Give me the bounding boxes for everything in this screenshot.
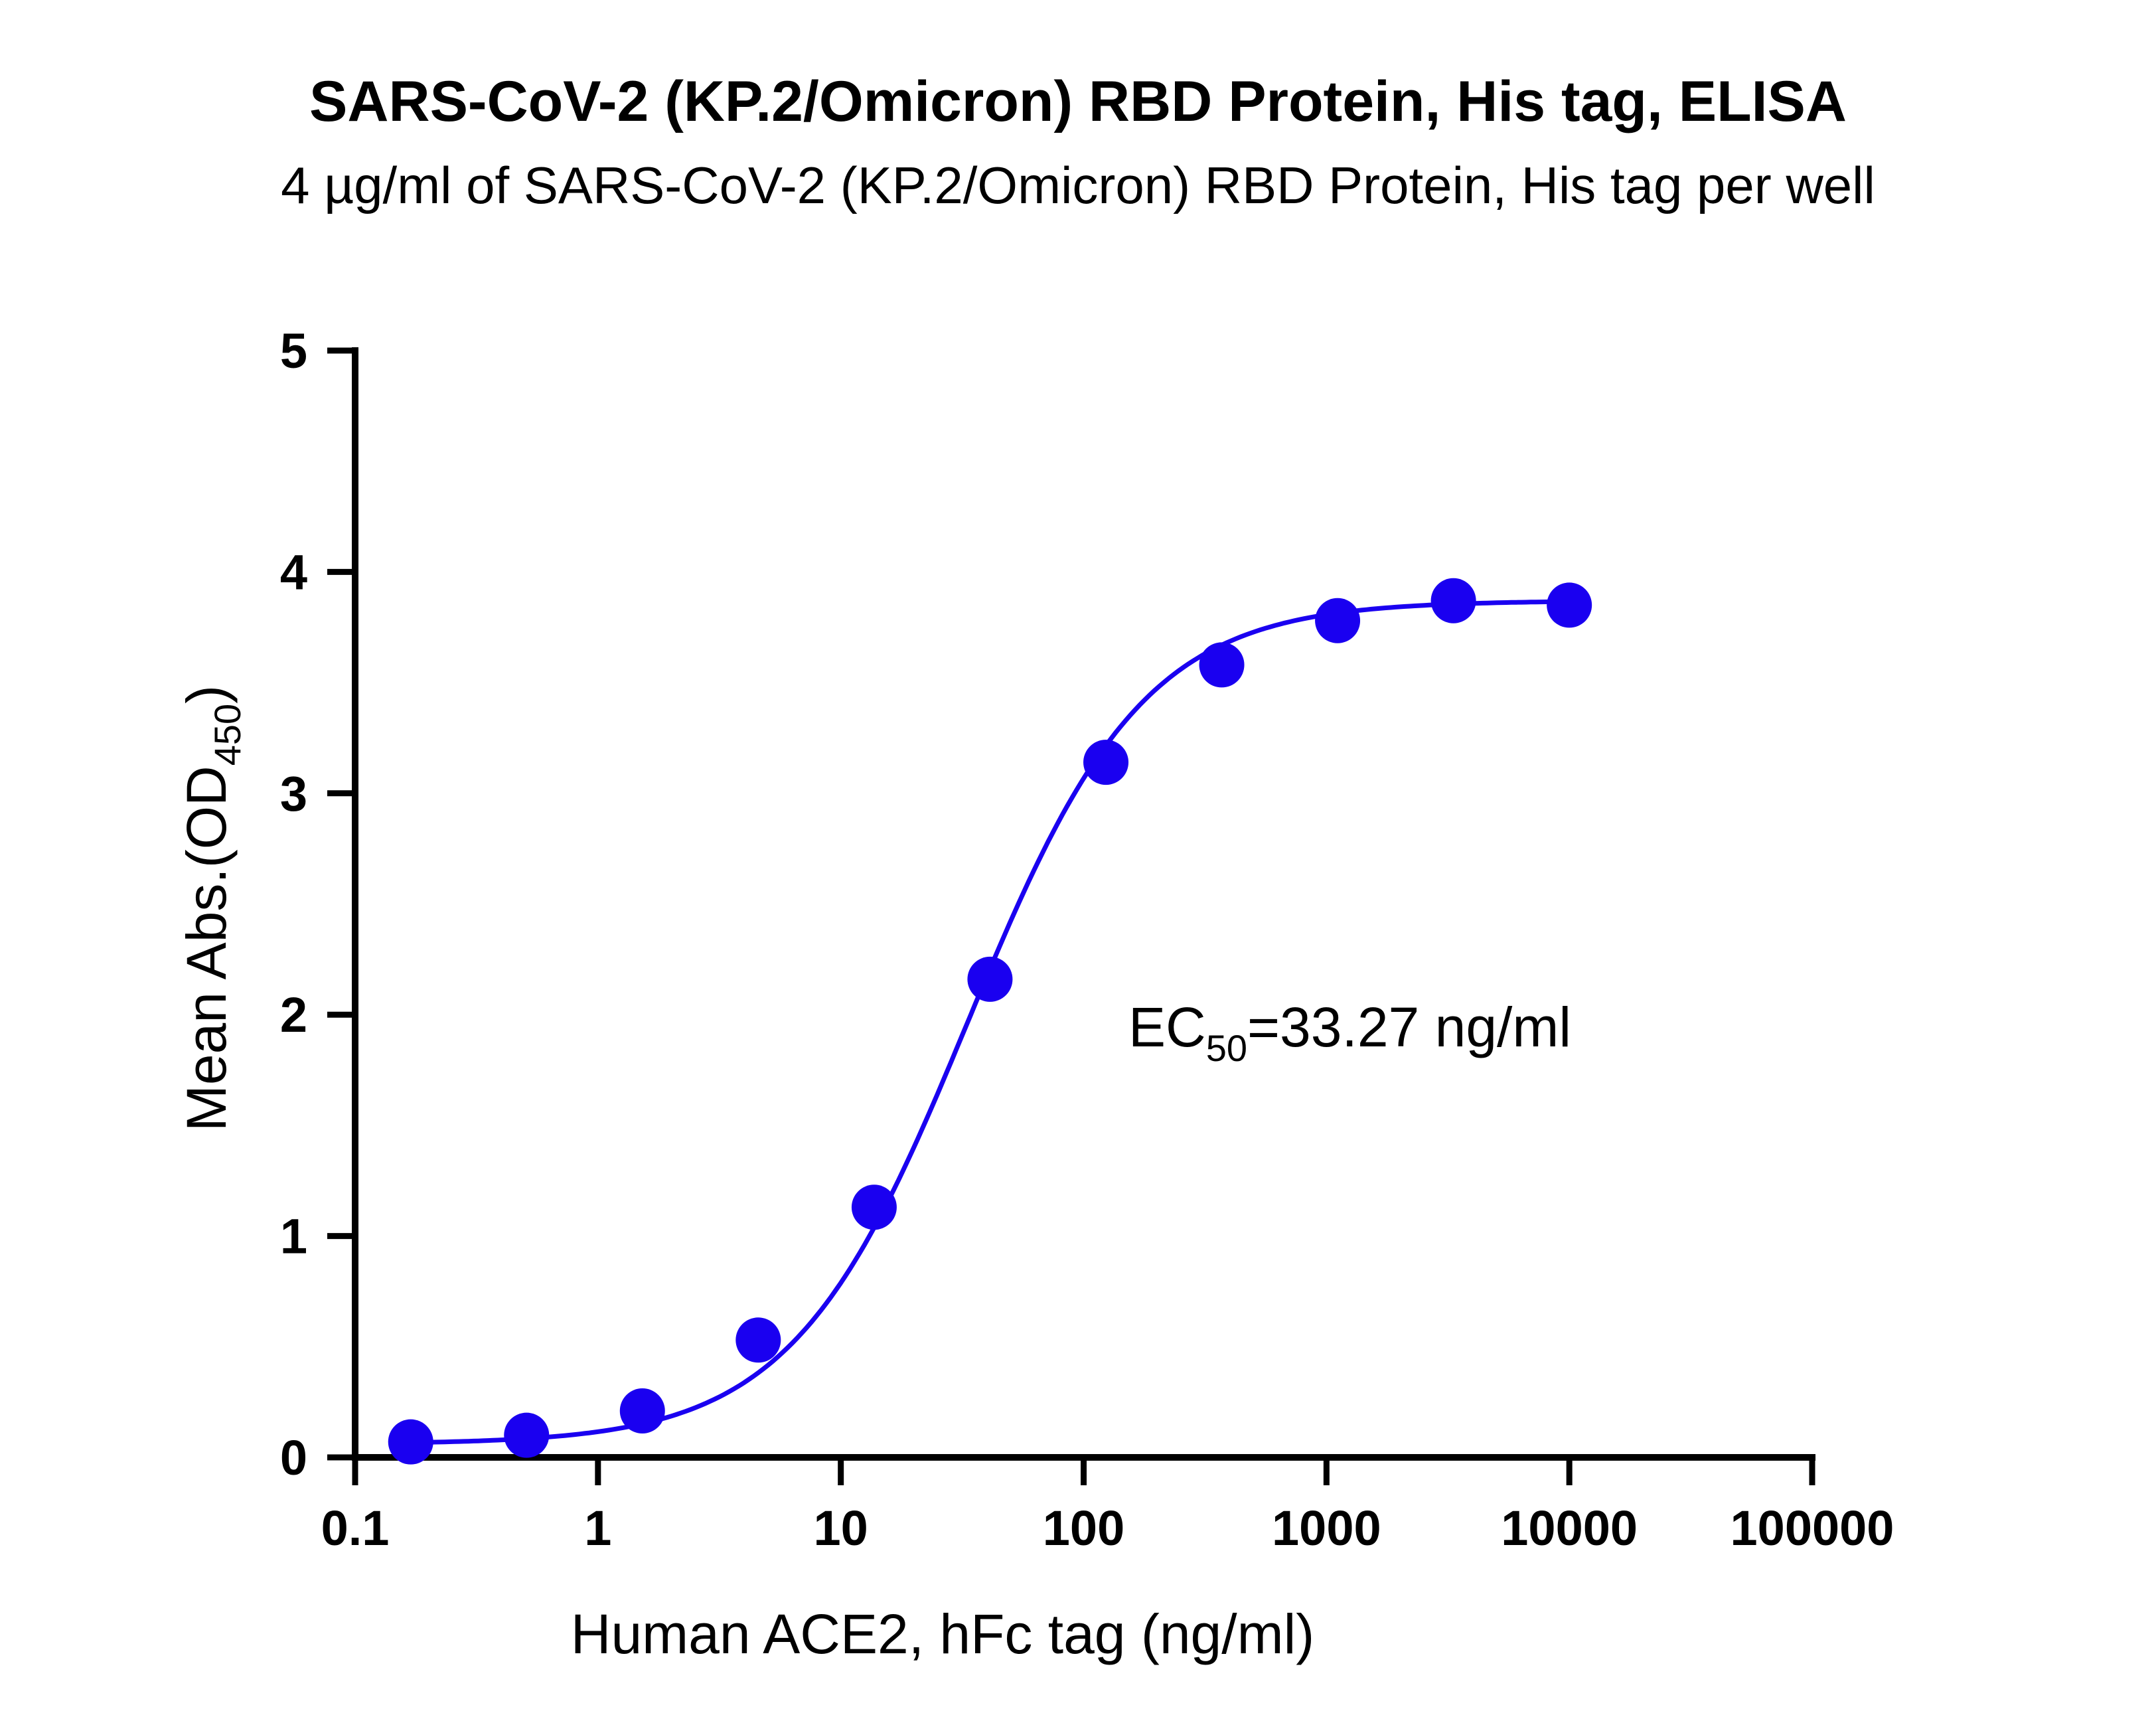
ec50-value: =33.27 ng/ml xyxy=(1247,996,1571,1058)
data-point xyxy=(967,956,1013,1002)
ec50-subscript: 50 xyxy=(1206,1027,1247,1069)
data-point xyxy=(1547,582,1592,628)
data-point xyxy=(388,1419,433,1465)
data-points xyxy=(388,578,1592,1465)
y-tick-label: 4 xyxy=(280,544,307,600)
data-point xyxy=(1430,578,1476,623)
data-point xyxy=(504,1412,550,1458)
x-tick-label: 0.1 xyxy=(321,1501,390,1556)
chart-subtitle: 4 µg/ml of SARS-CoV-2 (KP.2/Omicron) RBD… xyxy=(281,156,1875,214)
x-axis-ticks: 0.1 1 10 100 1000 10000 100000 xyxy=(321,1457,1894,1556)
x-tick-label: 1 xyxy=(584,1501,611,1556)
x-tick-label: 100 xyxy=(1043,1501,1124,1556)
y-axis-title-close: ) xyxy=(175,685,238,704)
y-tick-label: 3 xyxy=(280,766,307,821)
x-tick-label: 10 xyxy=(814,1501,868,1556)
ec50-prefix: EC xyxy=(1128,996,1206,1058)
axes xyxy=(352,347,1815,1461)
data-point xyxy=(1199,642,1245,688)
data-point xyxy=(735,1317,781,1363)
y-axis-ticks: 0 1 2 3 4 5 xyxy=(280,323,355,1485)
y-axis-title-main: Mean Abs.(OD xyxy=(175,766,238,1131)
y-tick-label: 2 xyxy=(280,987,307,1042)
x-axis-title: Human ACE2, hFc tag (ng/ml) xyxy=(571,1603,1314,1665)
y-tick-label: 0 xyxy=(280,1430,307,1485)
x-tick-label: 1000 xyxy=(1272,1501,1381,1556)
y-axis-title: Mean Abs.(OD450) xyxy=(175,685,248,1131)
ec50-annotation: EC50=33.27 ng/ml xyxy=(1128,996,1571,1069)
x-tick-label: 10000 xyxy=(1501,1501,1638,1556)
y-tick-label: 1 xyxy=(280,1209,307,1264)
chart-title: SARS-CoV-2 (KP.2/Omicron) RBD Protein, H… xyxy=(309,70,1847,133)
data-point xyxy=(1083,740,1129,785)
y-axis-title-subscript: 450 xyxy=(206,704,248,766)
data-point xyxy=(851,1184,897,1230)
x-tick-label: 100000 xyxy=(1731,1501,1894,1556)
y-tick-label: 5 xyxy=(280,323,307,378)
data-point xyxy=(1315,598,1361,643)
data-point xyxy=(619,1388,665,1433)
